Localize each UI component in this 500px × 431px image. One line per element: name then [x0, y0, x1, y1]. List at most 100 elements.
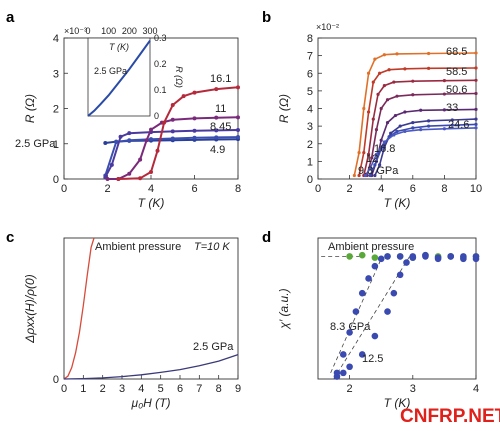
point-a-3-3	[138, 157, 143, 162]
point-a-1-2	[127, 138, 132, 143]
point-b-6-1	[373, 163, 377, 167]
point-b-0-8	[474, 51, 478, 55]
point-b-1-8	[474, 66, 478, 70]
inset-x-tick-label-2: 200	[122, 26, 137, 36]
point-b-3-5	[395, 94, 399, 98]
x-tick-label-a-1: 2	[104, 183, 110, 195]
panel-letter-d: d	[262, 229, 271, 246]
point-d-2-5	[384, 308, 391, 315]
inset-x-tick-label-3: 300	[142, 26, 157, 36]
point-d-2-14	[472, 253, 480, 260]
guide-line-12-5	[333, 256, 410, 380]
point-d-0-1	[358, 251, 366, 259]
point-d-2-3	[358, 351, 366, 358]
point-b-4-6	[419, 108, 423, 112]
x-tick-label-a-2: 4	[148, 183, 154, 195]
y-tick-label-a-3: 3	[53, 68, 59, 80]
point-d-2-13	[460, 255, 467, 263]
series-label-c-1: 2.5 GPa	[193, 341, 234, 353]
point-b-7-8	[474, 126, 478, 130]
y-tick-label-b-7: 7	[307, 51, 313, 63]
x-axis-title-c: μ₀H (T)	[131, 396, 171, 410]
inset-y-title: R (Ω)	[174, 66, 184, 88]
point-a-2-6	[192, 128, 197, 133]
point-b-3-7	[442, 92, 446, 96]
exponent-b: ×10⁻²	[316, 22, 339, 32]
point-a-1-6	[214, 135, 219, 140]
point-d-1-1	[339, 351, 347, 358]
point-d-2-12	[447, 253, 455, 260]
panel-d: 2 3 4 T (K) χ′ (a.u.) Ambient pressure 8.3 GPa…	[277, 237, 480, 410]
point-b-3-3	[379, 106, 383, 111]
point-a-1-1	[114, 139, 119, 144]
point-a-4-9	[236, 85, 240, 90]
point-b-6-6	[427, 124, 431, 128]
watermark-text: CNFRP.NET	[400, 406, 500, 427]
point-b-3-2	[374, 128, 379, 132]
point-b-3-8	[474, 91, 478, 96]
point-b-1-4	[378, 71, 382, 75]
plot-frame-c	[63, 237, 239, 380]
point-b-1-1	[362, 150, 366, 155]
point-b-4-5	[403, 110, 407, 114]
point-a-1-4	[170, 136, 175, 141]
point-b-6-4	[395, 129, 399, 134]
inset-exponent: ×10⁻³	[64, 26, 87, 36]
series-label-b-7: 9.3 GPa	[358, 165, 399, 177]
point-b-4-8	[474, 107, 478, 111]
point-b-5-8	[474, 117, 478, 121]
point-b-4-2	[379, 138, 383, 142]
series-label-d-0: Ambient pressure	[328, 241, 414, 253]
point-b-2-3	[376, 92, 380, 96]
point-a-4-5	[170, 102, 175, 107]
point-a-3-8	[192, 116, 197, 121]
plot-frame-d	[317, 237, 477, 380]
series-label-a-0: 2.5 GPa	[15, 138, 56, 150]
point-b-6-8	[474, 122, 478, 126]
x-tick-label-c-5: 5	[158, 383, 164, 395]
x-axis-title-b: T (K)	[384, 196, 411, 210]
y-tick-label-c-0: 0	[53, 374, 59, 386]
x-tick-label-b-0: 0	[315, 183, 321, 195]
point-b-0-7	[427, 51, 431, 56]
x-tick-label-b-2: 4	[378, 183, 384, 195]
point-a-2-8	[236, 128, 240, 133]
point-b-6-5	[411, 126, 415, 130]
point-a-1-5	[192, 135, 197, 140]
point-d-1-6	[371, 262, 379, 270]
point-b-1-2	[366, 110, 371, 114]
point-b-1-3	[371, 80, 375, 84]
point-d-2-7	[396, 271, 404, 279]
point-b-2-4	[382, 83, 386, 88]
y-axis-title-a: R (Ω)	[23, 94, 37, 123]
point-a-4-3	[155, 148, 160, 153]
point-d-0-0	[346, 253, 353, 260]
inset-x-title: T (K)	[109, 42, 129, 52]
series-label-b-3: 33	[446, 102, 458, 114]
point-d-1-5	[365, 275, 372, 282]
point-a-4-8	[214, 87, 219, 92]
y-tick-label-b-3: 3	[307, 121, 313, 133]
point-a-4-1	[138, 176, 143, 181]
point-b-5-4	[398, 124, 402, 128]
point-d-1-4	[358, 289, 366, 297]
x-tick-label-c-8: 8	[216, 383, 222, 395]
series-label-a-3: 11	[215, 103, 226, 115]
x-tick-label-c-0: 0	[61, 383, 67, 395]
point-b-2-5	[392, 80, 396, 84]
point-b-5-7	[450, 118, 454, 122]
inset-x-tick-label-0: 0	[85, 26, 90, 36]
point-b-2-7	[442, 79, 446, 83]
point-a-0-0	[103, 141, 108, 146]
y-tick-label-b-1: 1	[307, 156, 313, 168]
series-label-b-1: 58.5	[446, 66, 467, 78]
series-label-b-4: 24.6	[448, 119, 469, 131]
y-tick-label-b-8: 8	[307, 33, 313, 45]
point-d-2-9	[409, 253, 417, 260]
series-label-b-5: 16.8	[374, 143, 395, 155]
x-tick-label-d-2: 4	[473, 383, 479, 395]
point-d-2-6	[390, 289, 398, 297]
point-a-1-3	[149, 137, 153, 142]
